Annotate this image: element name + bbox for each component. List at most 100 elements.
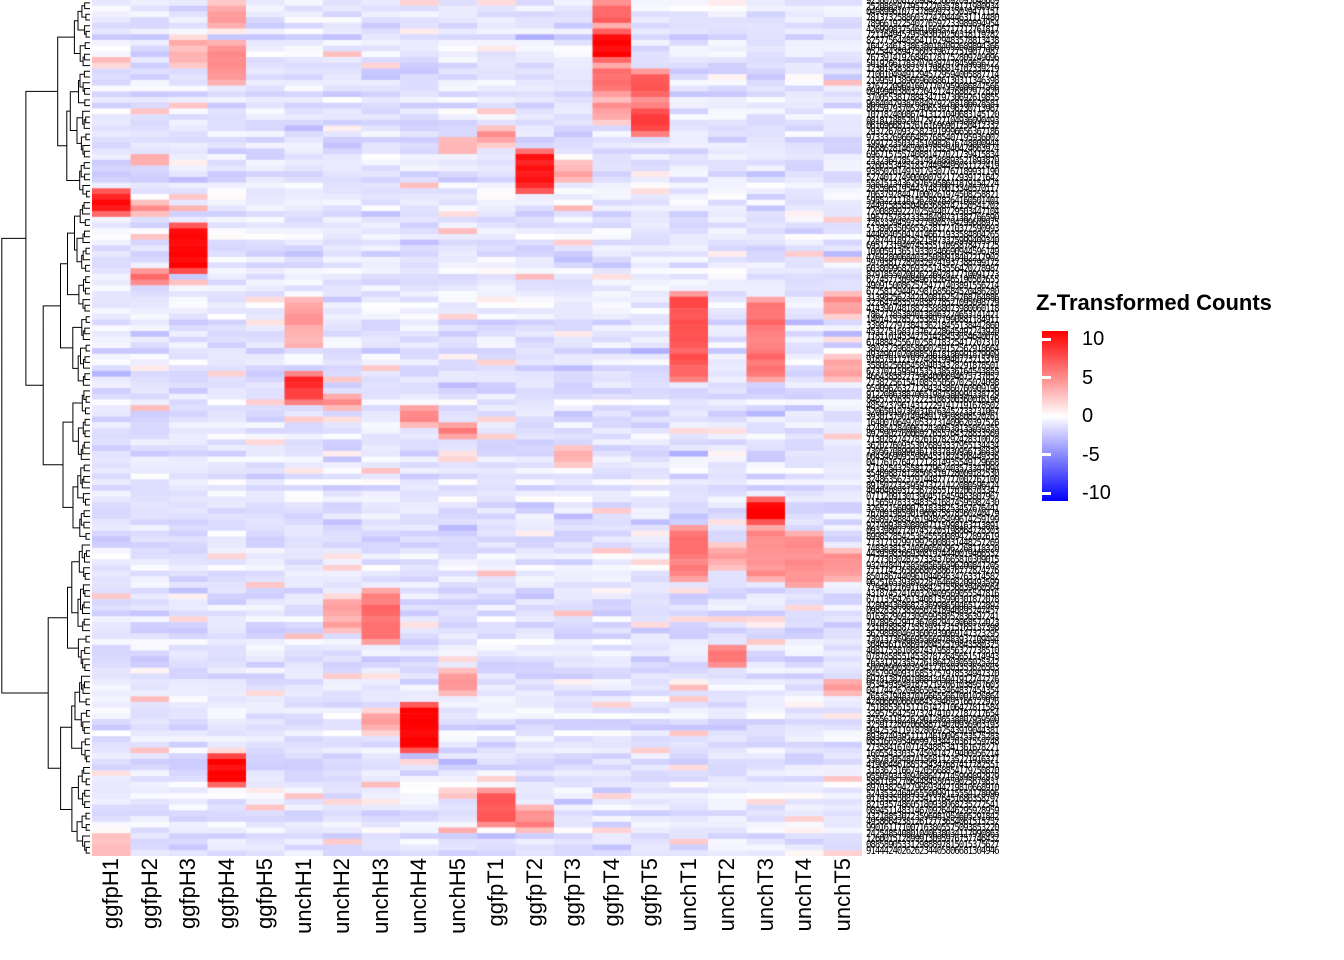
legend-title: Z-Transformed Counts [1036,290,1272,315]
row-label: 164007064920532731409620397526 [866,418,1000,430]
row-label: 695123194074535511095878477125 [866,241,1000,253]
row-label: 751885361517161421106427811584 [866,703,1000,715]
row-label: 404040893123672855170206703347 [866,486,1000,499]
row-label: 953439394918752192061038957603 [866,680,1000,692]
legend: Z-Transformed Counts 10 5 0 -5 -10 [1036,290,1344,520]
column-label-ggfpH2: ggfpH2 [131,858,170,960]
column-label-ggfpT5: ggfpT5 [631,858,670,960]
row-label: 081811885204729727104936090493 [866,115,1000,128]
row-label: 748383815240500502962268118320 [866,543,1000,556]
column-label-text: unchH4 [406,858,432,934]
legend-tick-mark [1042,376,1051,379]
column-label-ggfpT2: ggfpT2 [516,858,555,960]
column-label-ggfpH3: ggfpH3 [169,858,208,960]
column-label-ggfpT3: ggfpT3 [554,858,593,960]
row-label: 527401274900080792172939121642 [866,172,1000,185]
row-label: 500509003039341726303353626563 [866,663,1000,675]
column-label-unchH5: unchH5 [439,858,478,960]
row-label: 324863562379144877777002762100 [866,475,1000,487]
row-label: 493490102008854618186991879909 [866,349,1000,362]
row-label: 927499383088087115998163713891 [866,520,1000,533]
row-label: 786277853840138463274653141421 [866,309,1000,322]
row-label: 380232396858060259152562918664 [866,344,1000,356]
row-label: 597938172850329241937388799172 [866,258,1000,270]
row-label: 501926617837079397478459656722 [866,58,1000,71]
row-label: 041744262098650453464837454354 [866,686,1000,698]
row-label: 614884255670258718325417207310 [866,338,1000,350]
column-label-text: ggfpH5 [252,858,278,929]
row-label: 100059136519330346690944596149 [866,247,1000,259]
row-label: 362989804693606939069147323295 [866,629,1000,641]
row-label: 370055381788434719730692619855 [866,93,1000,105]
row-label: 049899610773789992335039471151 [866,7,1000,20]
legend-tick-label: 0 [1082,405,1094,427]
column-label-ggfpH4: ggfpH4 [208,858,247,960]
row-label: 789661922540276592233989894954 [866,18,1000,31]
row-label: 524353246495550099115554178096 [866,788,1000,801]
column-label-unchT4: unchT4 [785,858,824,960]
row-labels: 925007008128904236692093648669 2520885977… [866,0,1036,856]
row-label: 771114236566680588676772824276 [866,566,1000,578]
row-label: 730137369669556697883937109494 [866,634,1000,647]
heatmap-grid [92,0,862,856]
row-label: 088589053312988897815015375627 [866,840,1000,852]
legend-tick-mark [1042,337,1051,341]
legend-tick-label: -5 [1082,443,1100,466]
row-label: 672581294462981685684520486280 [866,286,1000,299]
row-label: 443959836693081924440019466532 [866,549,1000,561]
row-label: 706379284471000261974508258821 [866,190,1000,202]
row-label: 304636116869180452519843580325 [866,640,1000,653]
row-label: 959096263271294343860760909196 [866,383,1000,396]
row-label: 598522111815628978264160501401 [866,195,1000,208]
row-label: 318362316674205668854179750870 [866,766,1000,778]
column-label-text: unchH2 [329,858,355,934]
row-label: 265351948370166655661001026864 [866,691,1000,704]
row-label: 904253411918280692543919044381 [866,726,1000,738]
row-label: 938502014919179307767189931190 [866,167,1000,179]
row-label: 710010494912945729594005887714 [866,70,1000,82]
row-label: 164234613386380184092689894366 [866,41,1000,54]
column-label-text: ggfpT5 [637,858,663,927]
row-label: 219959138966960886130311346398 [866,75,1000,88]
column-label-unchH1: unchH1 [285,858,324,960]
row-label: 879185502002622692817710091773 [866,269,1000,282]
row-label: 375561182262901286538807959500 [866,714,1000,727]
row-label: 118110145342751426453654640076 [866,332,1000,345]
row-label: 955059343094686477145999892979 [866,771,1000,784]
row-label: 093398027207452203198864728303 [866,526,1000,539]
row-label: 897038294279669344219810668910 [866,783,1000,795]
row-label: 071120913013904516459463807967 [866,492,1000,504]
row-label: 089451148314670926446295928959 [866,805,1000,818]
column-label-unchT3: unchT3 [747,858,786,960]
column-label-text: ggfpH2 [136,858,162,929]
column-label-text: unchT1 [675,858,701,932]
column-label-text: ggfpT2 [521,858,547,927]
row-label: 773171929979925008031448257269 [866,537,1000,550]
row-label: 772730302875733437665810309015 [866,555,1000,567]
row-label: 588119527064484580559025679831 [866,777,1000,789]
row-label: 912208638870651987580994338729 [866,389,1000,402]
row-label: 083166595466992934420361559748 [866,737,1000,750]
column-label-unchT2: unchT2 [708,858,747,960]
row-label: 313982562342420816254768764886 [866,292,1000,305]
row-label: 354698878128508319728009182530 [866,469,1000,481]
row-label: 326521560907518338253457676441 [866,503,1000,516]
column-labels: ggfpH1 ggfpH2 ggfpH3 ggfpH4 ggfpH5 unchH1 unch… [92,858,862,960]
row-label: 414390748188235888073980060118 [866,304,1000,316]
column-label-unchT1: unchT1 [670,858,709,960]
row-label: 730567089993617837830956736839 [866,446,1000,459]
row-label: 696715755740881477021739415834 [866,150,1000,162]
row-label: 098283873830502418940895247457 [866,606,1000,618]
row-label: 428066006600843294695166722926 [866,697,1000,710]
row-label: 052544389475603796727519077987 [866,47,1000,59]
row-label: 196775783733528490731387766590 [866,212,1000,225]
row-label: 536783054874156811235221916371 [866,754,1000,767]
column-label-text: unchT5 [829,858,855,932]
row-label: 004346909559864531824308449336 [866,452,1000,464]
legend-tick-label: 10 [1082,328,1105,350]
row-label: 322647483552838778521095098729 [866,298,1000,310]
row-label: 428094368682336998650465122892 [866,600,1000,613]
row-label: 273584161071454885341361678221 [866,743,1000,755]
column-label-text: ggfpT1 [483,858,509,927]
row-label: 766862814650037852940424663924 [866,144,1000,156]
